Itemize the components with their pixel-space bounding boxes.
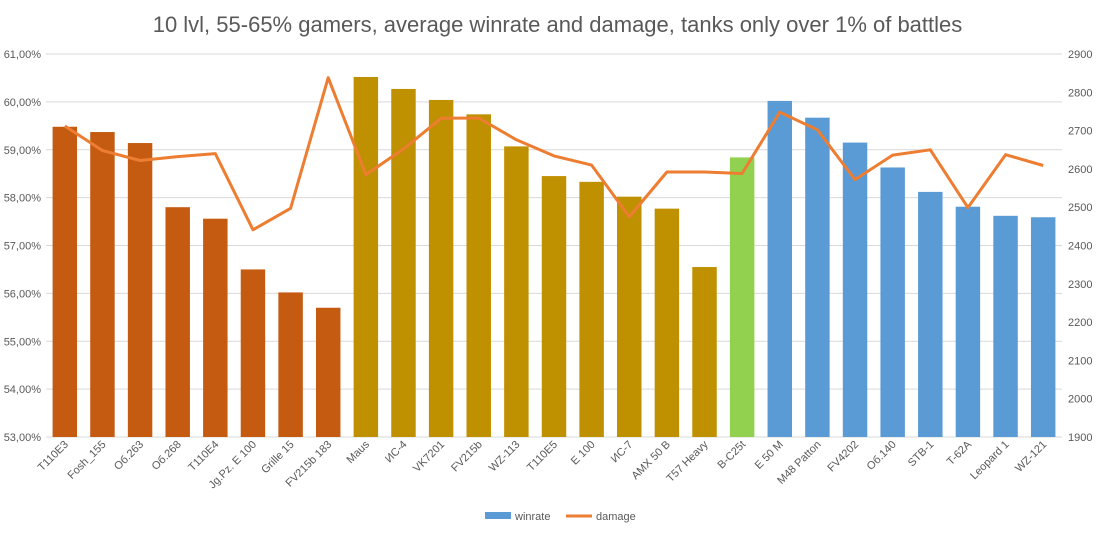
x-tick-label: T110E5 [525,439,560,474]
y-left-tick-label: 56,00% [4,288,42,300]
bar [428,99,454,438]
bar [165,207,190,437]
y-left-tick-label: 57,00% [4,241,42,253]
bar [52,126,78,438]
x-tick-label: T110E4 [186,439,221,474]
x-tick-label: E 50 M [753,439,786,472]
y-left-tick-label: 61,00% [4,49,42,61]
x-tick-label: Maus [344,438,372,466]
bar [918,191,943,437]
bar [203,218,228,437]
x-tick-label: WZ-113 [487,439,523,475]
y-left-tick-label: 55,00% [4,336,42,348]
y-right-tick-label: 2200 [1068,317,1092,329]
y-right-tick-label: 2800 [1068,87,1092,99]
x-tick-label: VK7201 [411,439,447,475]
x-tick-label: FV4202 [825,439,861,475]
x-tick-label: T-62A [945,438,975,468]
bar [315,307,341,437]
y-right-tick-label: 2100 [1068,355,1092,367]
bar [654,208,680,437]
x-tick-label: T110E3 [36,439,71,474]
y-left-tick-label: 58,00% [4,193,42,205]
x-tick-label: Об.140 [865,439,899,473]
x-tick-label: Leopard 1 [968,439,1012,483]
x-tick-label: B-C25t [716,439,749,472]
y-right-tick-label: 2500 [1068,202,1092,214]
x-tick-label: Grille 15 [259,439,296,476]
y-right-tick-label: 2400 [1068,241,1092,253]
x-tick-label: T57 Heavy [665,438,711,484]
bar [617,196,642,437]
x-tick-label: FV215b [449,439,485,475]
bar [90,132,115,437]
bar [579,181,604,437]
bar [880,167,905,437]
x-tick-label: WZ-121 [1013,439,1049,475]
bar [127,143,153,438]
bar [729,157,755,437]
bar [504,146,529,437]
y-left-tick-label: 53,00% [4,432,42,444]
bar [955,206,981,437]
bar [692,267,717,437]
y-right-tick-label: 2700 [1068,126,1092,138]
legend-swatch-winrate [485,512,511,519]
bar [541,176,567,438]
x-tick-label: Fosh_155 [65,439,108,482]
x-tick-label: ИС-4 [383,439,410,466]
y-right-tick-label: 2000 [1068,394,1092,406]
x-tick-label: E 100 [569,439,598,468]
y-right-tick-label: 1900 [1068,432,1092,444]
bar [767,100,793,437]
y-left-tick-label: 60,00% [4,97,42,109]
bar [466,114,491,437]
y-right-tick-label: 2900 [1068,49,1092,61]
bar [353,76,379,437]
bar [240,269,266,437]
y-right-tick-label: 2600 [1068,164,1092,176]
bar [805,117,830,437]
y-left-tick-label: 54,00% [4,384,42,396]
x-tick-label: Об.268 [150,439,184,473]
legend-label-winrate: winrate [514,511,550,523]
bar [1030,217,1056,437]
damage-line [63,76,1044,232]
y-left-tick-label: 59,00% [4,145,42,157]
x-tick-label: STB-1 [906,439,937,470]
x-tick-label: ИС-7 [609,439,636,466]
y-right-tick-label: 2300 [1068,279,1092,291]
x-tick-label: Об.263 [112,439,146,473]
chart-title: 10 lvl, 55-65% gamers, average winrate a… [152,12,963,37]
bar [993,215,1018,437]
legend-label-damage: damage [596,511,636,523]
bar [278,292,303,437]
bar [391,88,416,437]
bar [842,142,868,437]
